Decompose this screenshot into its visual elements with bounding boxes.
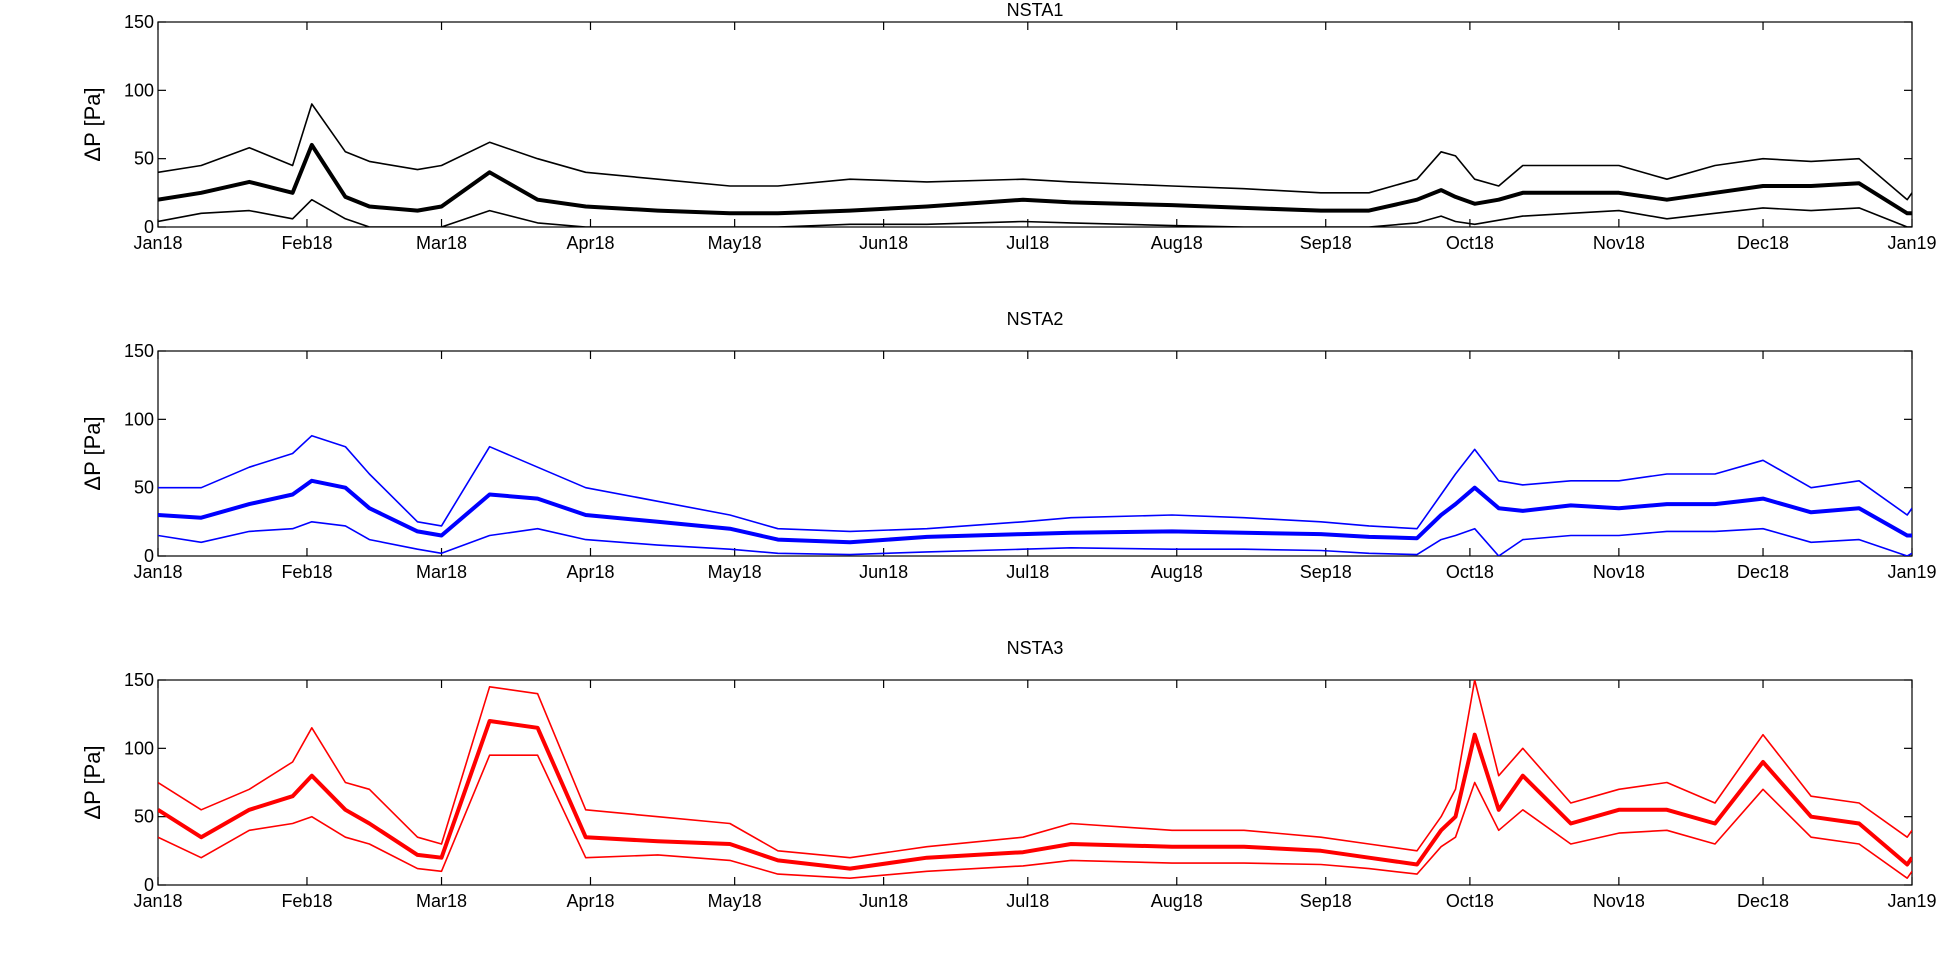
y-axis-label: ΔP [Pa] (80, 87, 105, 161)
y-tick-label: 100 (124, 409, 154, 429)
x-tick-label: Jun18 (859, 562, 908, 582)
y-axis-label: ΔP [Pa] (80, 416, 105, 490)
x-tick-label: Dec18 (1737, 891, 1789, 911)
series-line-3 (158, 522, 1912, 556)
x-tick-label: Nov18 (1593, 891, 1645, 911)
x-tick-label: Aug18 (1151, 891, 1203, 911)
x-tick-label: Apr18 (566, 233, 614, 253)
x-tick-label: May18 (708, 562, 762, 582)
y-tick-label: 50 (134, 149, 154, 169)
y-tick-label: 150 (124, 12, 154, 32)
x-tick-label: Sep18 (1300, 562, 1352, 582)
x-tick-label: Nov18 (1593, 233, 1645, 253)
x-tick-label: Sep18 (1300, 233, 1352, 253)
x-tick-label: Dec18 (1737, 233, 1789, 253)
y-tick-label: 100 (124, 80, 154, 100)
x-tick-label: Apr18 (566, 891, 614, 911)
x-tick-label: Feb18 (281, 562, 332, 582)
y-tick-label: 100 (124, 738, 154, 758)
x-tick-label: Oct18 (1446, 891, 1494, 911)
x-tick-label: May18 (708, 233, 762, 253)
x-tick-label: Jul18 (1006, 562, 1049, 582)
panel-title: NSTA3 (1007, 638, 1064, 658)
x-tick-label: Oct18 (1446, 233, 1494, 253)
x-tick-label: Dec18 (1737, 562, 1789, 582)
x-tick-label: Mar18 (416, 562, 467, 582)
y-tick-label: 150 (124, 670, 154, 690)
x-tick-label: Jan19 (1887, 891, 1936, 911)
x-tick-label: Jan19 (1887, 562, 1936, 582)
y-axis-label: ΔP [Pa] (80, 745, 105, 819)
x-tick-label: Feb18 (281, 891, 332, 911)
x-tick-label: Feb18 (281, 233, 332, 253)
x-tick-label: Jan19 (1887, 233, 1936, 253)
x-tick-label: Sep18 (1300, 891, 1352, 911)
series-line-3 (158, 200, 1912, 227)
x-tick-label: Oct18 (1446, 562, 1494, 582)
series-line-2 (158, 721, 1912, 869)
x-tick-label: Jan18 (133, 562, 182, 582)
x-tick-label: Apr18 (566, 562, 614, 582)
series-line-1 (158, 436, 1912, 532)
panel-title: NSTA1 (1007, 0, 1064, 20)
x-tick-label: Jul18 (1006, 233, 1049, 253)
x-tick-label: Mar18 (416, 891, 467, 911)
x-tick-label: May18 (708, 891, 762, 911)
x-tick-label: Jan18 (133, 233, 182, 253)
x-tick-label: Nov18 (1593, 562, 1645, 582)
y-tick-label: 150 (124, 341, 154, 361)
x-tick-label: Jan18 (133, 891, 182, 911)
x-tick-label: Jul18 (1006, 891, 1049, 911)
x-tick-label: Aug18 (1151, 233, 1203, 253)
y-tick-label: 50 (134, 478, 154, 498)
x-tick-label: Mar18 (416, 233, 467, 253)
series-line-1 (158, 104, 1912, 200)
x-tick-label: Aug18 (1151, 562, 1203, 582)
series-line-3 (158, 755, 1912, 878)
y-tick-label: 50 (134, 807, 154, 827)
plot-frame (158, 351, 1912, 556)
x-tick-label: Jun18 (859, 233, 908, 253)
x-tick-label: Jun18 (859, 891, 908, 911)
panel-title: NSTA2 (1007, 309, 1064, 329)
